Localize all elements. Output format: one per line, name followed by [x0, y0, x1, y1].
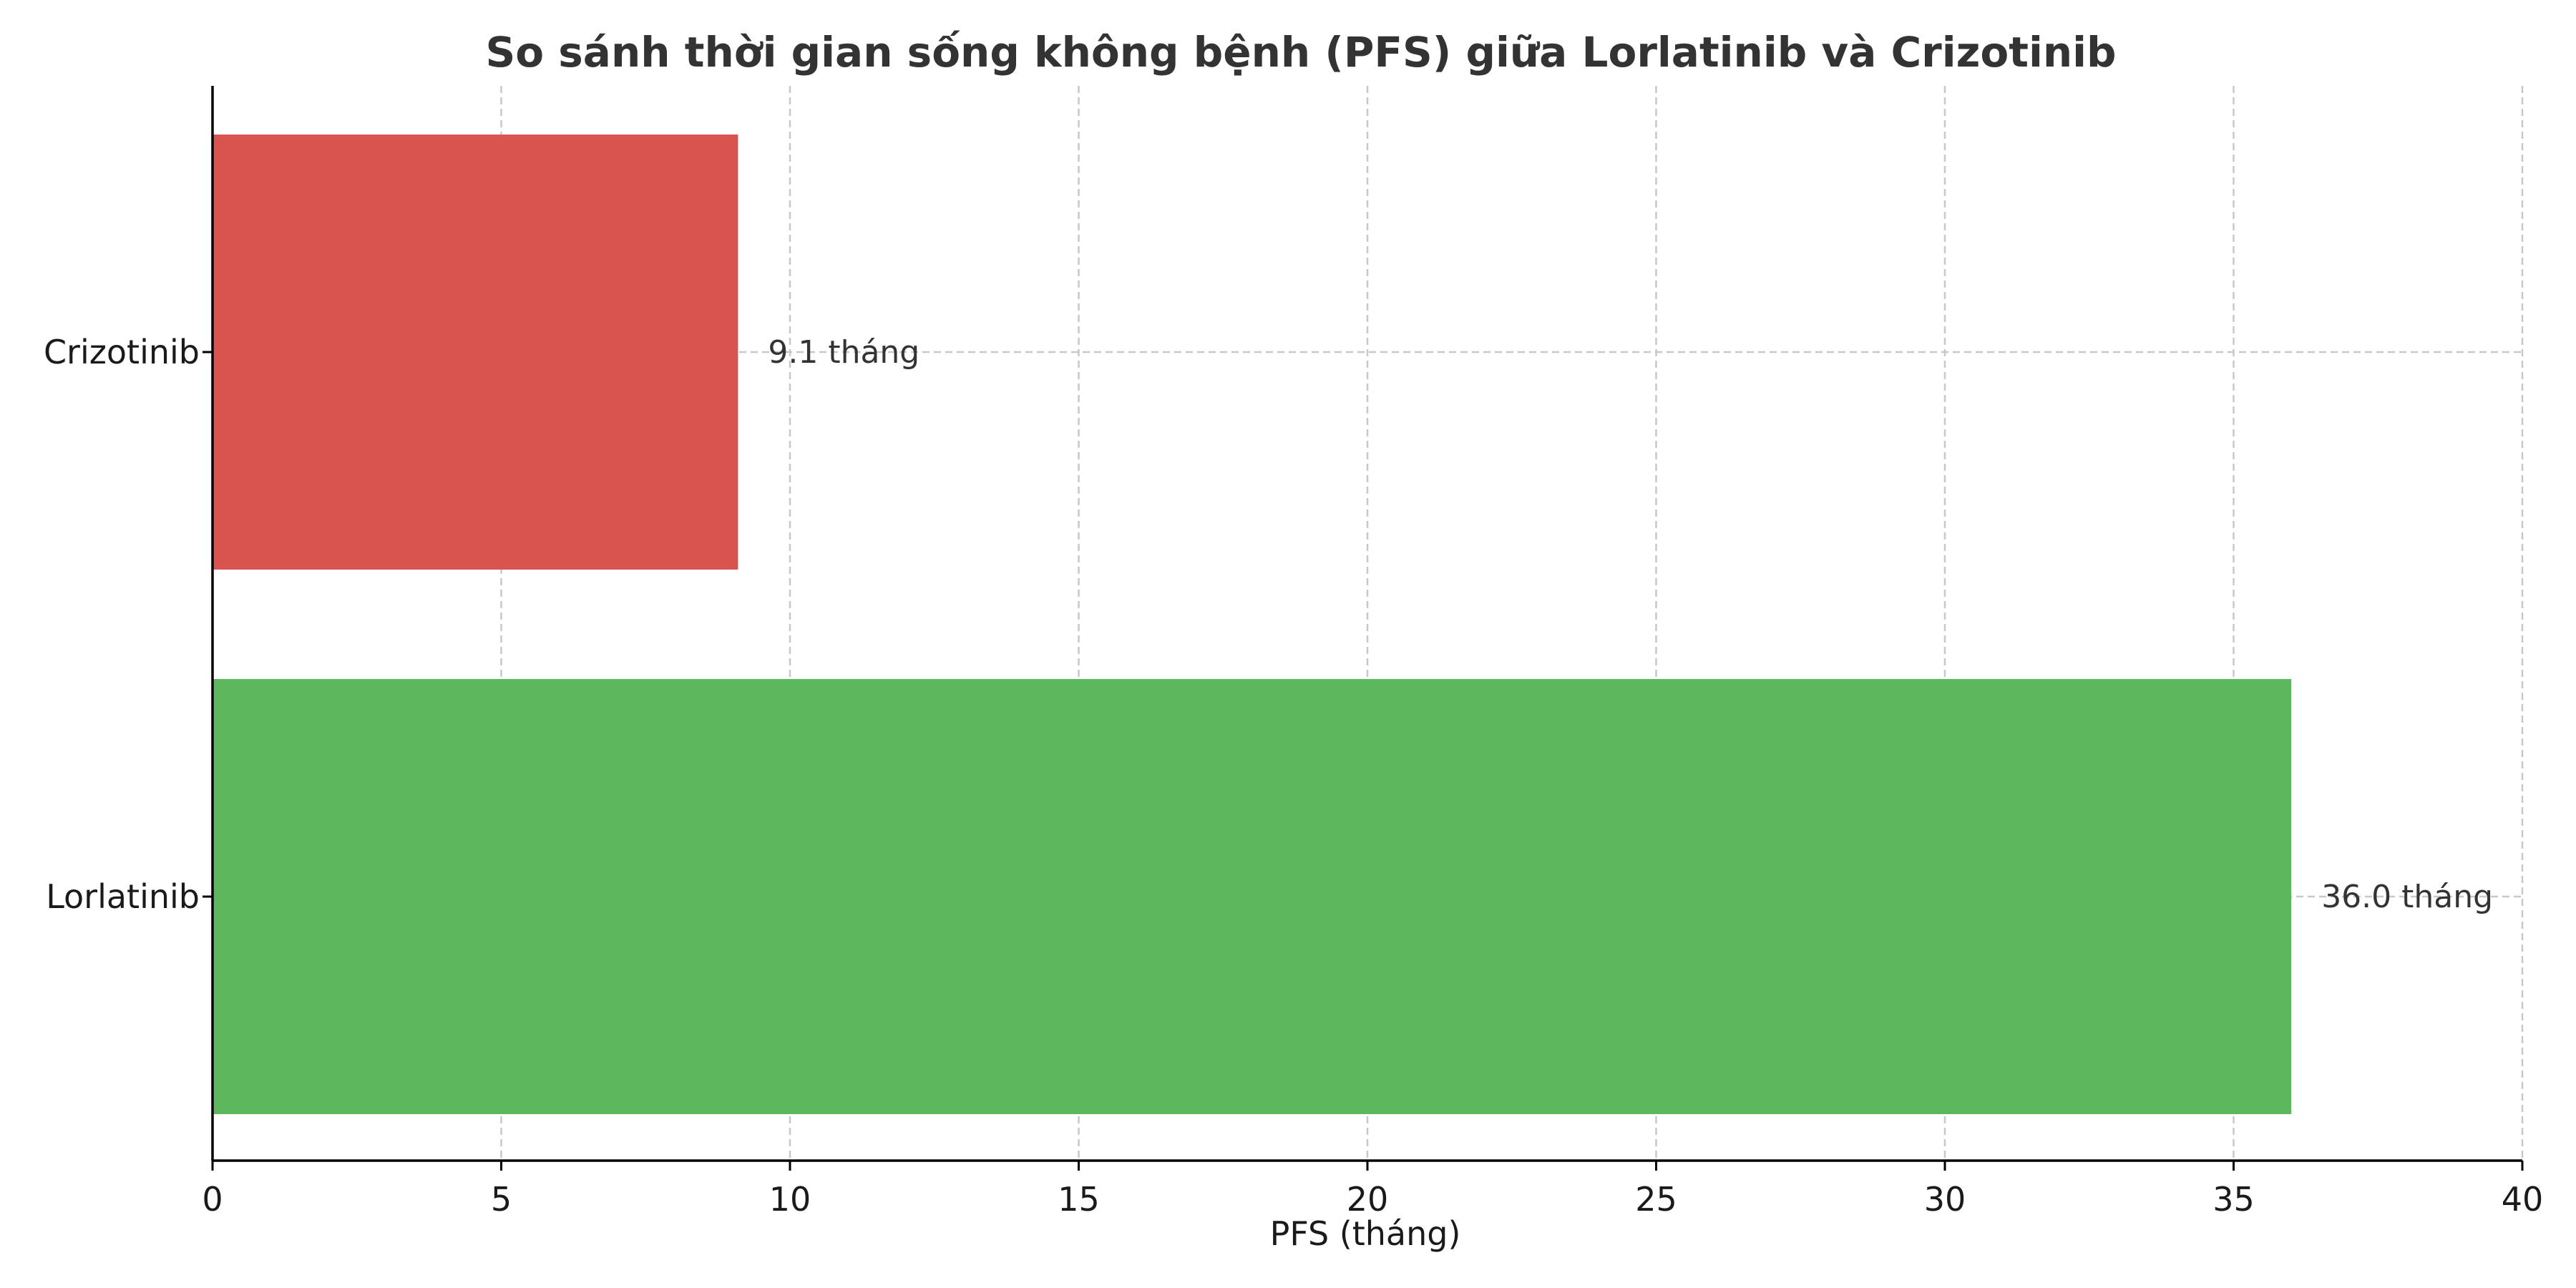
x-tick-label: 5 — [491, 1180, 512, 1219]
axes-layer — [203, 86, 2524, 1171]
data-label-crizotinib: 9.1 tháng — [768, 334, 919, 371]
x-tick-label: 15 — [1058, 1180, 1100, 1219]
y-tick-label-lorlatinib: Lorlatinib — [46, 877, 200, 916]
x-tick-label: 25 — [1635, 1180, 1677, 1219]
data-label-lorlatinib: 36.0 tháng — [2321, 879, 2493, 915]
labels-layer: 0 5 10 15 20 25 30 35 40 Lorlatinib Crizotinib 36.0… — [44, 333, 2543, 1219]
x-tick-label: 20 — [1347, 1180, 1389, 1219]
bar-lorlatinib — [213, 679, 2292, 1114]
x-axis-label: PFS (tháng) — [1270, 1214, 1461, 1253]
x-tick-label: 10 — [769, 1180, 811, 1219]
bars-layer — [213, 135, 2292, 1114]
x-tick-label: 40 — [2502, 1180, 2544, 1219]
y-tick-label-crizotinib: Crizotinib — [44, 333, 200, 371]
x-tick-label: 0 — [202, 1180, 223, 1219]
bar-crizotinib — [213, 135, 738, 570]
x-tick-label: 35 — [2212, 1180, 2255, 1219]
x-tick-label: 30 — [1924, 1180, 1966, 1219]
chart-title: So sánh thời gian sống không bệnh (PFS) … — [485, 28, 2116, 77]
